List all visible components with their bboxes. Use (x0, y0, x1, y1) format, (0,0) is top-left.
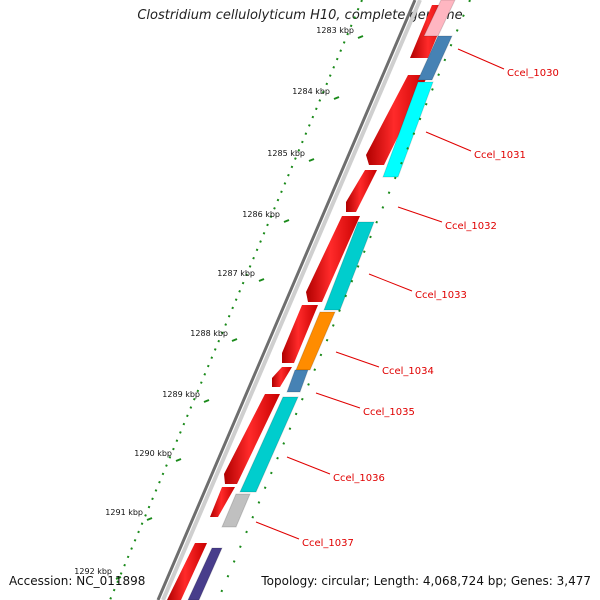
scale-label: 1292 kbp (74, 567, 112, 576)
gene-leader-line (397, 206, 443, 223)
scale-tick (357, 35, 364, 39)
gene-label: Ccel_1037 (302, 538, 354, 549)
backbone-outer (156, 0, 417, 600)
scale-labels: 1283 kbp 1284 kbp 1285 kbp 1286 kbp 1287 kbp… (74, 26, 364, 580)
reverse-feature-bar (187, 547, 223, 600)
scale-tick (258, 278, 265, 282)
gene-label: Ccel_1034 (382, 366, 434, 377)
cds-arrow (346, 170, 377, 212)
gene-leader-line (368, 273, 413, 292)
scale-tick (115, 576, 122, 580)
gene-labels: Ccel_1030 Ccel_1031 Ccel_1032 Ccel_1033 Ccel… (255, 48, 559, 549)
gene-leader-line (335, 351, 380, 368)
scale-tick (283, 219, 290, 223)
gene-label: Ccel_1030 (507, 68, 559, 79)
backbone-inner (161, 0, 422, 600)
scale-label: 1287 kbp (217, 269, 255, 278)
scale-label: 1291 kbp (105, 508, 143, 517)
scale-tick (308, 158, 315, 162)
cds-arrow (167, 543, 207, 600)
gene-label: Ccel_1036 (333, 473, 385, 484)
reverse-strand (187, 0, 456, 600)
reverse-feature-bar (239, 396, 299, 493)
reverse-feature-bar (417, 35, 453, 81)
scale-tick (146, 517, 153, 521)
scale-tick (333, 96, 340, 100)
reverse-feature-bar (221, 493, 251, 528)
accession-text: Accession: NC_011898 (9, 574, 146, 588)
gene-label: Ccel_1032 (445, 221, 497, 232)
gene-label: Ccel_1031 (474, 150, 526, 161)
scale-ring (109, 0, 363, 600)
scale-label: 1285 kbp (267, 149, 305, 158)
scale-label: 1283 kbp (316, 26, 354, 35)
gene-leader-line (255, 521, 300, 540)
scale-label: 1290 kbp (134, 449, 172, 458)
reverse-feature-bar (295, 311, 336, 371)
reverse-feature-bar (286, 369, 309, 393)
scale-label: 1286 kbp (242, 210, 280, 219)
cds-arrow (210, 487, 235, 517)
topology-text: Topology: circular; Length: 4,068,724 bp… (261, 574, 591, 588)
cds-arrow (282, 305, 318, 363)
cds-arrow (224, 394, 280, 484)
gene-leader-line (315, 392, 361, 409)
gene-leader-line (286, 456, 331, 475)
reverse-feature-bar (382, 81, 434, 178)
cds-arrow (272, 367, 292, 387)
gene-leader-line (457, 48, 505, 70)
map-title: Clostridium cellulolyticum H10, complete… (137, 8, 463, 23)
scale-label: 1288 kbp (190, 329, 228, 338)
gene-label: Ccel_1035 (363, 407, 415, 418)
scale-label: 1289 kbp (162, 390, 200, 399)
gene-label: Ccel_1033 (415, 290, 467, 301)
scale-tick (231, 338, 238, 342)
scale-label: 1284 kbp (292, 87, 330, 96)
gene-leader-line (425, 131, 472, 152)
cds-arrow (306, 216, 360, 302)
scale-tick (203, 399, 210, 403)
scale-tick (175, 458, 182, 462)
